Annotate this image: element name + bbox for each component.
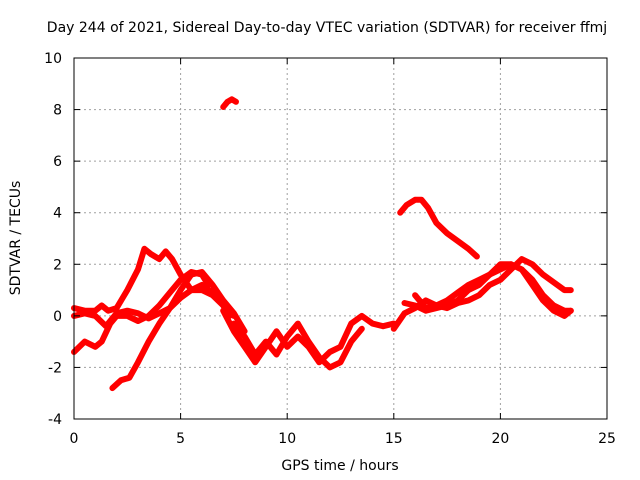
series-track-11 [220, 96, 239, 110]
y-tick-label: 8 [53, 103, 62, 119]
x-axis-label: GPS time / hours [281, 458, 398, 474]
grid [74, 58, 607, 419]
y-tick-label: -4 [48, 412, 62, 428]
series-track-9 [412, 261, 574, 319]
x-tick-label: 5 [176, 431, 185, 447]
y-tick-label: 4 [53, 206, 62, 222]
plot-frame [73, 57, 608, 420]
y-tick-label: -2 [48, 360, 62, 376]
series-track-6 [230, 320, 365, 371]
axis-ticks: 0 5 10 15 20 25 -4 -2 0 2 4 6 8 10 [44, 51, 616, 447]
x-tick-label: 0 [70, 431, 79, 447]
series-track-1 [71, 245, 233, 319]
series-track-3 [71, 269, 248, 335]
y-tick-label: 10 [44, 51, 62, 67]
data-series-group [71, 96, 574, 392]
y-axis-label: SDTVAR / TECUs [8, 181, 24, 296]
x-tick-label: 20 [491, 431, 509, 447]
chart-title: Day 244 of 2021, Sidereal Day-to-day VTE… [47, 20, 607, 36]
x-tick-label: 15 [385, 431, 403, 447]
y-tick-label: 6 [53, 154, 62, 170]
x-tick-label: 10 [278, 431, 296, 447]
x-tick-label: 25 [598, 431, 616, 447]
series-track-10 [397, 196, 480, 260]
series-track-4 [109, 281, 237, 392]
y-tick-label: 0 [53, 309, 62, 325]
y-tick-label: 2 [53, 257, 62, 273]
